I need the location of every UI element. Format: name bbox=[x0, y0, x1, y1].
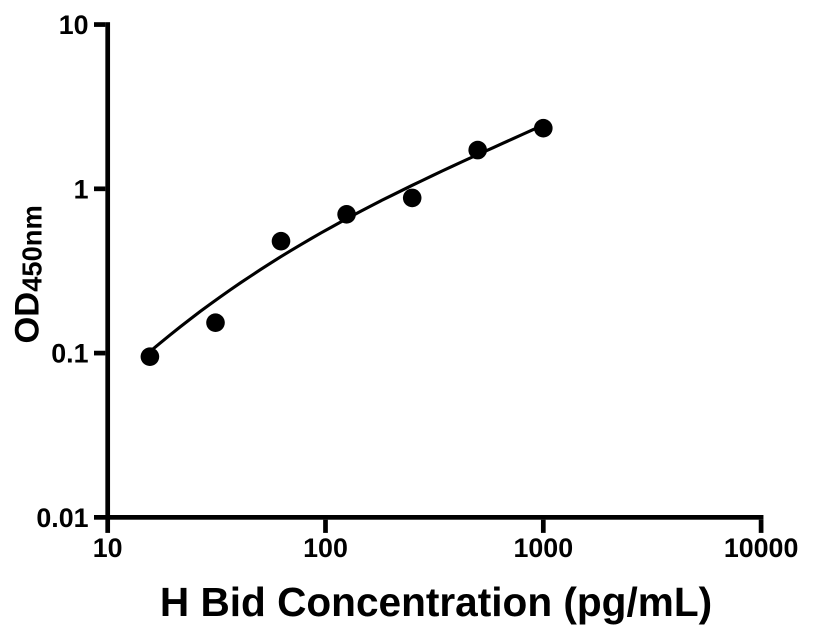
svg-text:0.01: 0.01 bbox=[36, 503, 88, 533]
svg-text:10000: 10000 bbox=[724, 533, 799, 563]
svg-text:1000: 1000 bbox=[513, 533, 573, 563]
svg-text:100: 100 bbox=[303, 533, 348, 563]
svg-text:10: 10 bbox=[59, 10, 89, 40]
svg-text:10: 10 bbox=[93, 533, 123, 563]
svg-text:H Bid Concentration (pg/mL): H Bid Concentration (pg/mL) bbox=[160, 579, 712, 625]
svg-text:0.1: 0.1 bbox=[51, 339, 88, 369]
svg-text:OD450nm: OD450nm bbox=[9, 205, 48, 343]
svg-text:1: 1 bbox=[74, 174, 89, 204]
